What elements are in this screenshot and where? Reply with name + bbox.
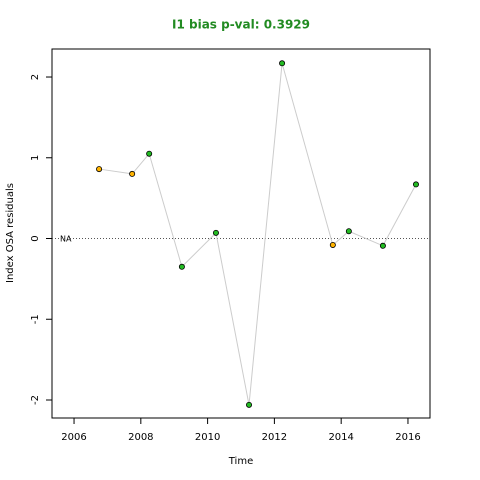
y-tick-label: -1 bbox=[30, 314, 41, 324]
x-tick-label: 2014 bbox=[328, 432, 353, 443]
series-line bbox=[99, 63, 417, 405]
point bbox=[329, 241, 336, 248]
annotation: NA bbox=[60, 235, 72, 244]
chart-title: I1 bias p-val: 0.3929 bbox=[172, 18, 310, 32]
x-tick-label: 2006 bbox=[61, 432, 86, 443]
point bbox=[246, 401, 253, 408]
y-tick-label: 1 bbox=[30, 155, 41, 161]
point bbox=[379, 242, 386, 249]
point bbox=[345, 228, 352, 235]
point bbox=[279, 60, 286, 67]
plot-frame bbox=[51, 48, 431, 419]
x-tick-label: 2008 bbox=[128, 432, 153, 443]
x-axis-label: Time bbox=[228, 456, 253, 467]
x-tick-label: 2012 bbox=[262, 432, 287, 443]
x-tick-label: 2010 bbox=[195, 432, 220, 443]
y-axis-label: Index OSA residuals bbox=[5, 183, 16, 283]
point bbox=[129, 170, 136, 177]
y-tick-label: 0 bbox=[30, 235, 41, 241]
x-tick-label: 2016 bbox=[395, 432, 420, 443]
y-tick-label: 2 bbox=[30, 74, 41, 80]
y-tick-label: -2 bbox=[30, 395, 41, 405]
point bbox=[146, 150, 153, 157]
point bbox=[212, 229, 219, 236]
point bbox=[178, 263, 185, 270]
point bbox=[96, 166, 103, 173]
point bbox=[412, 181, 419, 188]
